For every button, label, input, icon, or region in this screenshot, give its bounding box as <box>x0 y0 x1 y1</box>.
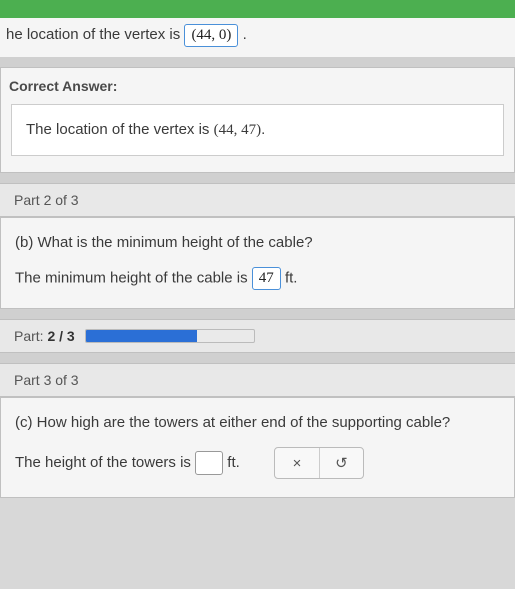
part3-answer-line: The height of the towers is ft. × ↺ <box>1 441 514 497</box>
gap <box>0 309 515 319</box>
undo-button[interactable]: ↺ <box>319 448 363 478</box>
progress-value: 2 / 3 <box>47 328 74 344</box>
part2-body: (b) What is the minimum height of the ca… <box>0 217 515 309</box>
correct-suffix: . <box>261 121 265 138</box>
gap <box>0 173 515 183</box>
part3-answer-input[interactable] <box>195 451 223 475</box>
undo-icon: ↺ <box>335 454 348 472</box>
answer-toolbar: × ↺ <box>274 447 364 479</box>
progress-bar <box>85 329 255 343</box>
part2-answer-unit: ft. <box>285 269 298 286</box>
part2-answer-prefix: The minimum height of the cable is <box>15 269 248 286</box>
clear-button[interactable]: × <box>275 448 319 478</box>
part1-user-answer: (44, 0) <box>184 24 238 47</box>
part3-answer-unit: ft. <box>227 454 240 471</box>
progress-prefix: Part: <box>14 328 44 344</box>
progress-label: Part: 2 / 3 <box>14 328 75 344</box>
correct-text: The location of the vertex is <box>26 121 214 138</box>
correct-answer-box: The location of the vertex is (44, 47). <box>11 104 504 156</box>
status-bar <box>0 0 515 18</box>
part2-answer-input[interactable]: 47 <box>252 267 281 290</box>
gap <box>0 57 515 67</box>
part2-header: Part 2 of 3 <box>0 183 515 217</box>
part1-user-answer-row: he location of the vertex is (44, 0) . <box>0 18 515 57</box>
part2-answer-line: The minimum height of the cable is 47 ft… <box>1 261 514 308</box>
part3-body: (c) How high are the towers at either en… <box>0 397 515 498</box>
part1-prefix: he location of the vertex is <box>6 26 180 43</box>
part3-answer-prefix: The height of the towers is <box>15 454 191 471</box>
part2-question: (b) What is the minimum height of the ca… <box>1 218 514 261</box>
part1-suffix: . <box>243 26 247 43</box>
progress-row: Part: 2 / 3 <box>0 319 515 353</box>
gap <box>0 353 515 363</box>
part3-header: Part 3 of 3 <box>0 363 515 397</box>
correct-answer-label: Correct Answer: <box>1 68 514 100</box>
close-icon: × <box>293 455 302 472</box>
correct-answer-section: Correct Answer: The location of the vert… <box>0 67 515 173</box>
correct-value: (44, 47) <box>214 122 262 138</box>
progress-fill <box>86 330 197 342</box>
part3-question: (c) How high are the towers at either en… <box>1 398 514 441</box>
